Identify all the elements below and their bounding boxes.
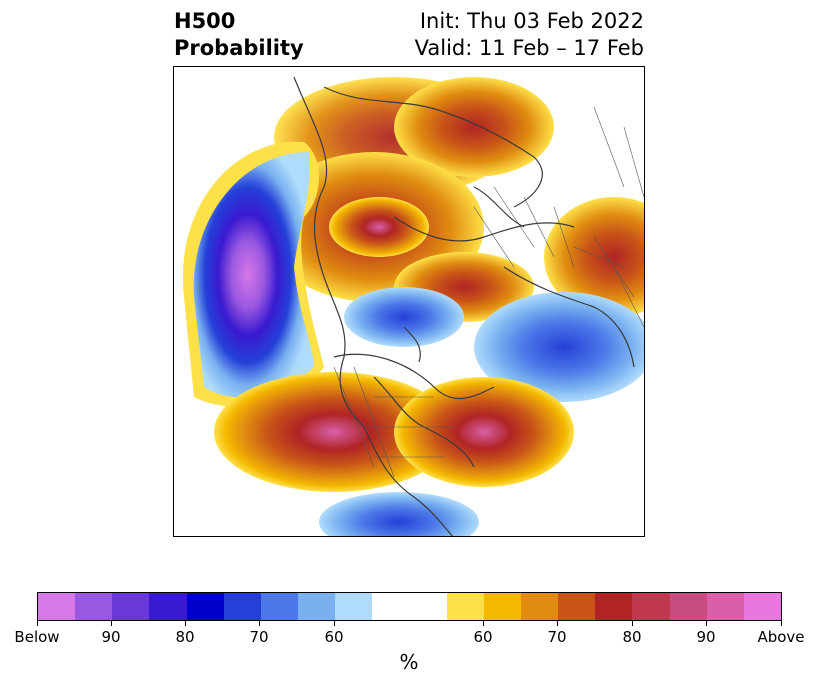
colorbar-segment (112, 593, 150, 620)
colorbar-tick (334, 621, 335, 626)
colorbar-segment (335, 593, 373, 620)
colorbar-segment (632, 593, 670, 620)
title-product: Probability (174, 36, 304, 60)
colorbar-segment (558, 593, 596, 620)
chart-title-left: H500 Probability (174, 8, 304, 62)
colorbar-segment (521, 593, 559, 620)
colorbar-segment (483, 593, 522, 620)
title-valid-range: Valid: 11 Feb – 17 Feb (414, 36, 644, 60)
colorbar-tick (706, 621, 707, 626)
probability-map (173, 66, 645, 537)
colorbar-tick (483, 621, 484, 626)
colorbar-segment (372, 593, 447, 620)
colorbar-segment (186, 593, 224, 620)
colorbar-segment (743, 593, 782, 620)
colorbar-tick-label: 80 (622, 628, 642, 646)
colorbar-tick-label: 90 (101, 628, 121, 646)
colorbar-tick (259, 621, 260, 626)
colorbar-tick (781, 621, 782, 626)
colorbar-segment (298, 593, 336, 620)
colorbar-tick (185, 621, 186, 626)
colorbar-tick-label: 60 (473, 628, 493, 646)
colorbar-tick-label: 70 (249, 628, 269, 646)
colorbar-tick-label: 90 (696, 628, 716, 646)
colorbar-tick-label: 60 (324, 628, 344, 646)
colorbar-tick-label: 70 (547, 628, 567, 646)
colorbar-segment (38, 593, 76, 620)
colorbar-segment (75, 593, 113, 620)
colorbar-segment (706, 593, 744, 620)
colorbar-tick-label: 80 (175, 628, 195, 646)
colorbar-tick (111, 621, 112, 626)
title-variable: H500 (174, 9, 236, 33)
colorbar-segment (669, 593, 707, 620)
colorbar (37, 592, 782, 621)
colorbar-tick-label: Below (14, 628, 60, 646)
colorbar-tick (557, 621, 558, 626)
chart-title-right: Init: Thu 03 Feb 2022 Valid: 11 Feb – 17… (415, 8, 644, 62)
colorbar-segment (223, 593, 261, 620)
colorbar-segment (446, 593, 484, 620)
colorbar-segment (595, 593, 633, 620)
colorbar-tick (632, 621, 633, 626)
colorbar-tick (37, 621, 38, 626)
map-canvas (182, 76, 644, 536)
colorbar-segment (260, 593, 299, 620)
colorbar-segment (149, 593, 187, 620)
title-init-date: Init: Thu 03 Feb 2022 (419, 9, 644, 33)
colorbar-units-label: % (399, 650, 419, 674)
colorbar-tick-label: Above (757, 628, 805, 646)
